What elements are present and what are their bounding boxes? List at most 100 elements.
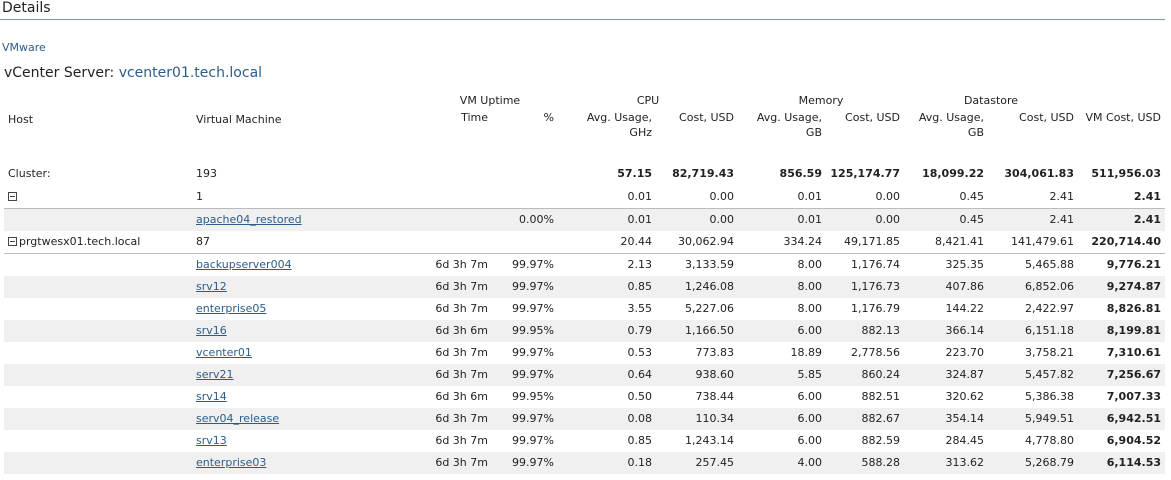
vm-name-cell: srv12 <box>192 276 422 298</box>
vm-name-link[interactable]: srv12 <box>196 280 227 293</box>
vm-uptime-time: 6d 3h 7m <box>422 408 492 430</box>
vm-name-link[interactable]: serv21 <box>196 368 234 381</box>
host-cpu-cost: 0.00 <box>656 186 738 209</box>
vmware-breadcrumb-link[interactable]: VMware <box>2 41 46 54</box>
vm-row: srv12 6d 3h 7m 99.97% 0.85 1,246.08 8.00 1,176… <box>4 276 1165 298</box>
vm-cpu-avg: 2.13 <box>627 258 653 271</box>
vm-host-cell <box>4 364 192 386</box>
host-name: prgtwesx01.tech.local <box>19 235 141 248</box>
vm-host-cell <box>4 320 192 342</box>
vm-cpu-cost: 773.83 <box>695 346 735 359</box>
vm-host-cell <box>4 254 192 277</box>
host-datastore-cost: 141,479.61 <box>988 231 1078 254</box>
col-header-uptime-percent: % <box>543 111 554 124</box>
vm-memory-cost: 882.51 <box>861 390 901 403</box>
vm-uptime-percent: 99.95% <box>492 320 558 342</box>
vm-cpu-cost: 3,133.59 <box>685 258 734 271</box>
vm-cpu-avg: 0.85 <box>627 434 653 447</box>
vm-name-cell: backupserver004 <box>192 254 422 277</box>
host-group-cell <box>4 186 192 209</box>
collapse-icon[interactable] <box>8 191 17 201</box>
vm-host-cell <box>4 452 192 474</box>
vm-memory-cost: 860.24 <box>826 364 904 386</box>
host-memory-cost: 49,171.85 <box>826 231 904 254</box>
collapse-icon[interactable] <box>8 236 17 246</box>
vm-cpu-cost: 1,166.50 <box>656 320 738 342</box>
vm-cpu-avg: 0.64 <box>558 364 656 386</box>
col-group-cpu: CPU <box>636 94 660 107</box>
vm-memory-avg: 6.00 <box>797 390 823 403</box>
vm-uptime-percent: 99.97% <box>492 452 558 474</box>
vm-cpu-avg: 0.53 <box>627 346 653 359</box>
details-table: Host Virtual Machine VM Uptime CPU Memor… <box>4 92 1165 474</box>
vm-datastore-cost: 5,457.82 <box>988 364 1078 386</box>
vm-uptime-time: 6d 3h 7m <box>422 276 492 298</box>
vm-datastore-avg: 284.45 <box>945 434 985 447</box>
vm-name-link[interactable]: vcenter01 <box>196 346 252 359</box>
col-header-virtual-machine: Virtual Machine <box>196 113 282 126</box>
vm-cost: 7,007.33 <box>1106 390 1161 403</box>
vm-host-cell <box>4 430 192 452</box>
vm-name-link[interactable]: backupserver004 <box>196 258 292 271</box>
vm-host-cell <box>4 298 192 320</box>
vm-name-link[interactable]: enterprise03 <box>196 456 267 469</box>
col-header-cpu-avg-usage: Avg. Usage, GHz <box>586 111 652 139</box>
host-group-row: 1 0.01 0.00 0.01 0.00 0.45 2.41 2.41 <box>4 186 1165 209</box>
vm-cpu-cost: 938.60 <box>656 364 738 386</box>
host-cpu-avg: 20.44 <box>558 231 656 254</box>
vm-cpu-avg: 3.55 <box>627 302 653 315</box>
vcenter-name: vcenter01.tech.local <box>118 65 263 81</box>
col-header-memory-cost: Cost, USD <box>845 111 900 124</box>
vm-datastore-cost: 4,778.80 <box>1025 434 1074 447</box>
col-header-cpu-cost: Cost, USD <box>679 111 734 124</box>
vm-name-cell: vcenter01 <box>192 342 422 364</box>
host-group-cell: prgtwesx01.tech.local <box>4 231 192 254</box>
vm-memory-avg: 8.00 <box>797 302 823 315</box>
vm-row: serv04_release 6d 3h 7m 99.97% 0.08 110.34 6.… <box>4 408 1165 430</box>
vm-cpu-cost: 257.45 <box>656 452 738 474</box>
host-datastore-avg: 0.45 <box>904 186 988 209</box>
vm-uptime-time: 6d 3h 7m <box>435 302 488 315</box>
vm-cost: 8,199.81 <box>1078 320 1165 342</box>
vm-memory-cost: 0.00 <box>826 208 904 231</box>
vm-host-cell <box>4 208 192 231</box>
host-vm-cost: 2.41 <box>1078 186 1165 209</box>
vm-datastore-avg: 223.70 <box>945 346 985 359</box>
vm-datastore-cost: 3,758.21 <box>1025 346 1074 359</box>
col-header-datastore-avg-usage: Avg. Usage, GB <box>918 111 984 139</box>
vm-cost: 6,942.51 <box>1078 408 1165 430</box>
cluster-label: Cluster: <box>8 167 51 180</box>
host-vm-cost: 220,714.40 <box>1078 231 1165 254</box>
vm-memory-avg: 4.00 <box>738 452 826 474</box>
vm-name-link[interactable]: enterprise05 <box>196 302 267 315</box>
vm-name-link[interactable]: serv04_release <box>196 412 280 425</box>
vm-name-link[interactable]: apache04_restored <box>196 213 302 226</box>
vm-memory-avg: 6.00 <box>797 434 823 447</box>
host-memory-avg: 0.01 <box>738 186 826 209</box>
vm-host-cell <box>4 408 192 430</box>
vm-datastore-avg: 144.22 <box>945 302 985 315</box>
vm-cpu-avg: 0.08 <box>558 408 656 430</box>
vm-row: serv21 6d 3h 7m 99.97% 0.64 938.60 5.85 860.24… <box>4 364 1165 386</box>
vm-datastore-avg: 354.14 <box>904 408 988 430</box>
col-group-vm-uptime: VM Uptime <box>459 94 521 107</box>
vm-datastore-avg: 313.62 <box>904 452 988 474</box>
vm-name-cell: srv16 <box>192 320 422 342</box>
vm-uptime-time: 6d 3h 7m <box>422 452 492 474</box>
vm-cost: 7,310.61 <box>1106 346 1161 359</box>
vm-datastore-avg: 320.62 <box>945 390 985 403</box>
vm-name-link[interactable]: srv16 <box>196 324 227 337</box>
vm-row: vcenter01 6d 3h 7m 99.97% 0.53 773.83 18.89 2,… <box>4 342 1165 364</box>
vm-cost: 2.41 <box>1078 208 1165 231</box>
vm-name-link[interactable]: srv13 <box>196 434 227 447</box>
vm-cpu-cost: 0.00 <box>656 208 738 231</box>
vm-cost: 6,904.52 <box>1106 434 1161 447</box>
vm-uptime-time: 6d 3h 7m <box>435 258 488 271</box>
host-memory-avg: 334.24 <box>738 231 826 254</box>
title-divider <box>0 19 1165 20</box>
vm-name-link[interactable]: srv14 <box>196 390 227 403</box>
page-title: Details <box>2 0 51 16</box>
vm-host-cell <box>4 342 192 364</box>
vm-uptime-time: 6d 3h 6m <box>435 390 488 403</box>
vm-datastore-cost: 2,422.97 <box>1025 302 1074 315</box>
